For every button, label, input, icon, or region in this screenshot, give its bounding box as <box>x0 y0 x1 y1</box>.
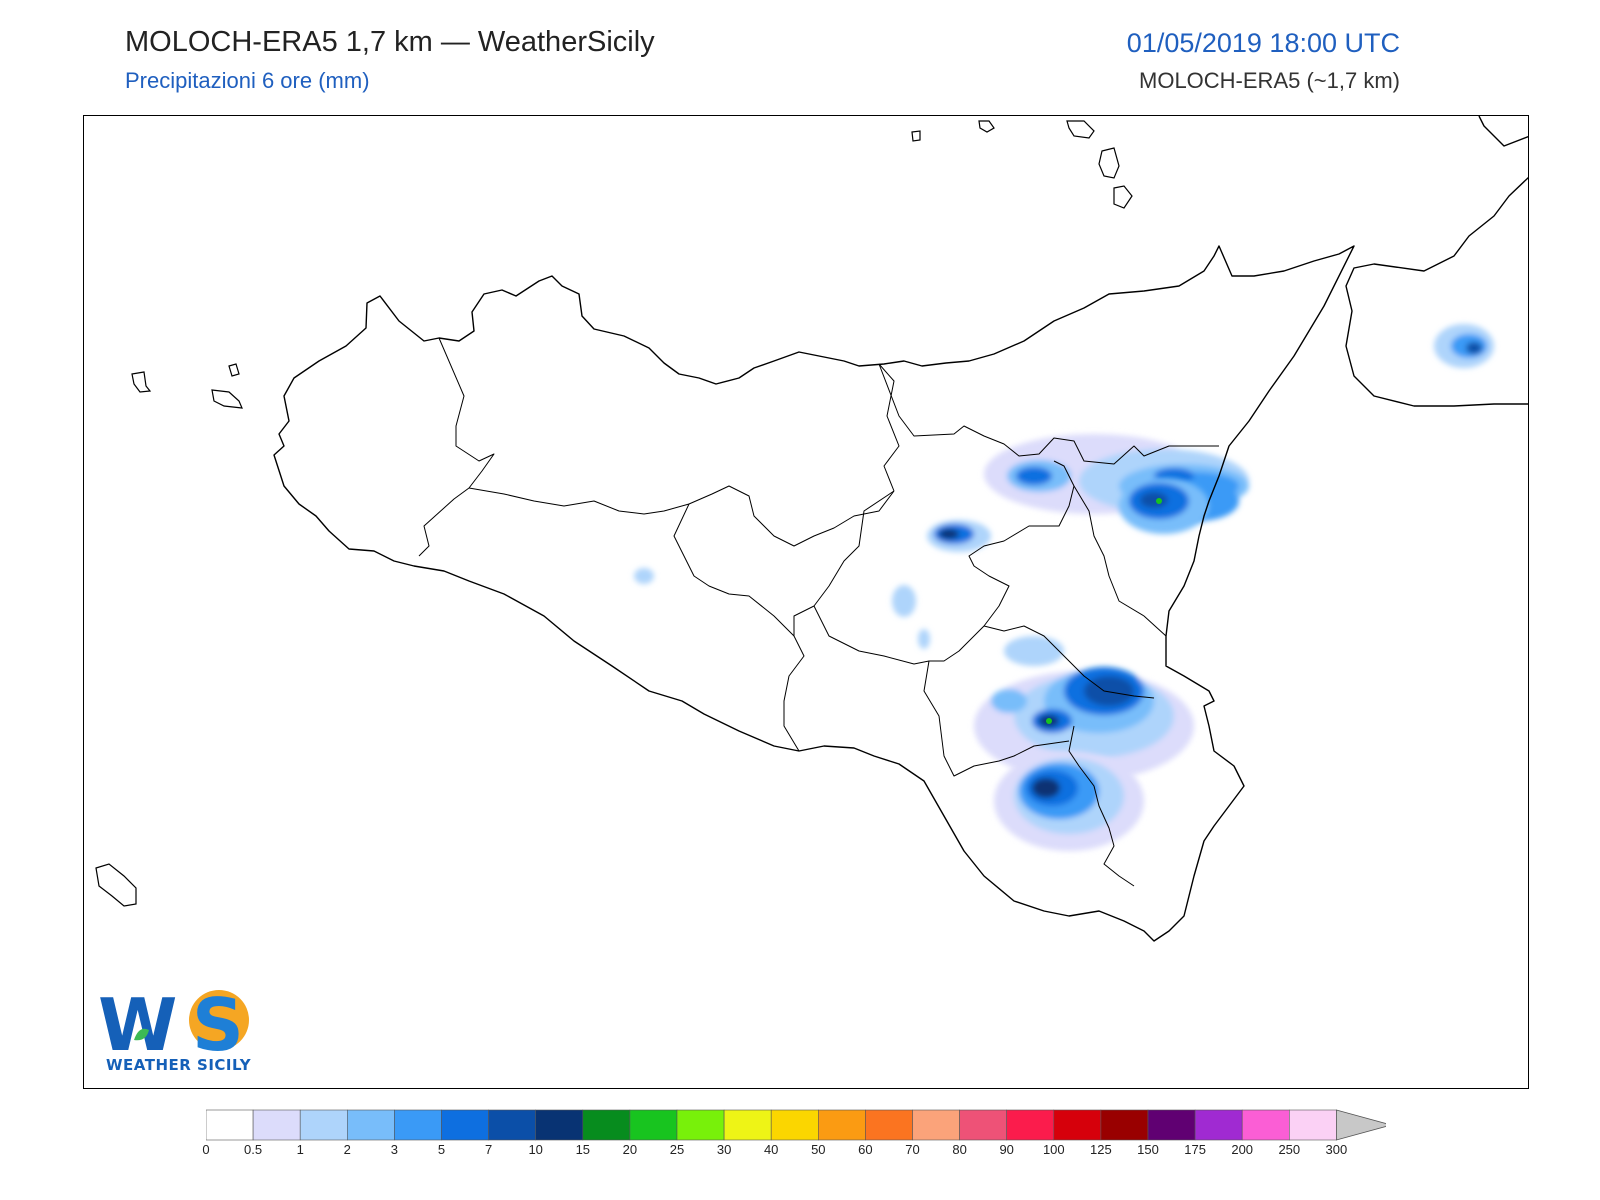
colorbar-segment <box>959 1109 1007 1141</box>
colorbar-tick-label: 40 <box>763 1142 779 1157</box>
colorbar-tick-label: 60 <box>858 1142 873 1157</box>
border-ragusa-siracusa <box>1068 725 1135 887</box>
colorbar-segment <box>1053 1109 1102 1141</box>
sicily-coastline <box>273 245 1355 942</box>
colorbar-tick-label: 250 <box>1278 1142 1301 1157</box>
precip-cell-small <box>634 324 1494 649</box>
colorbar-segment <box>865 1109 913 1141</box>
colorbar-tick-label: 80 <box>952 1142 967 1157</box>
colorbar-overflow-arrow <box>1336 1109 1386 1141</box>
colorbar-tick-label: 100 <box>1042 1142 1065 1157</box>
colorbar-segment <box>299 1109 348 1141</box>
colorbar-tick-label: 200 <box>1231 1142 1254 1157</box>
logo-text: WEATHER SICILY <box>106 1056 252 1074</box>
colorbar-tick-label: 25 <box>669 1142 685 1157</box>
colorbar-tick-label: 3 <box>390 1142 399 1157</box>
colorbar-tick-label: 0 <box>202 1142 210 1157</box>
colorbar-segment <box>582 1109 631 1141</box>
colorbar-tick-label: 175 <box>1184 1142 1206 1157</box>
lipari <box>1098 147 1120 179</box>
border-caltanissetta <box>783 605 815 752</box>
precip-cell-nebrodi <box>984 434 1249 521</box>
province-borders <box>418 337 1219 887</box>
colorbar-segment <box>770 1109 819 1141</box>
islands <box>95 120 1133 907</box>
ws-logo-sun <box>189 990 249 1050</box>
colorbar-segment <box>488 1109 537 1141</box>
colorbar-segment <box>1241 1109 1290 1141</box>
colorbar-tick-label: 1 <box>296 1142 304 1157</box>
colorbar-tick-label: 30 <box>716 1142 732 1157</box>
border-catania-enna <box>1073 485 1167 637</box>
colorbar-labels: 0 0.5 1 2 3 5 7 10 15 20 25 30 40 50 60 70 80 90 100 125 150… <box>202 1142 1406 1162</box>
colorbar-segment <box>441 1109 489 1141</box>
precip-cell-hyblean <box>994 751 1144 851</box>
map-subtitle: Precipitazioni 6 ore (mm) <box>125 68 370 93</box>
precipitation-colorbar <box>206 1109 1386 1141</box>
border-caltanissetta-ragusa <box>923 660 1070 777</box>
colorbar-segment <box>347 1109 395 1141</box>
map-title: MOLOCH-ERA5 1,7 km — WeatherSicily <box>125 26 655 58</box>
border-catania-ragusa <box>983 625 1155 699</box>
colorbar-tick-label: 15 <box>575 1142 591 1157</box>
weathersicily-logo: W S WEATHER SICILY <box>94 980 254 1080</box>
calabria-coastline <box>1345 176 1528 407</box>
colorbar-segment <box>817 1109 866 1141</box>
border-messina <box>878 363 1219 465</box>
colorbar-segment <box>1289 1109 1337 1141</box>
precip-peak-etna <box>1156 498 1162 504</box>
colorbar-tick-label: 150 <box>1137 1142 1159 1157</box>
ws-logo-letter-w: W <box>98 983 177 1058</box>
precipitation-field <box>634 324 1494 851</box>
egadi-levanzo <box>228 363 240 377</box>
ustica <box>911 130 921 142</box>
border-palermo-agrigento <box>468 485 895 547</box>
colorbar-tick-label: 50 <box>811 1142 826 1157</box>
precip-cell-caltagirone <box>974 636 1194 781</box>
calabria-north <box>1478 116 1528 147</box>
egadi-favignana <box>211 389 243 409</box>
precip-cell-enna <box>927 520 991 552</box>
pantelleria <box>95 863 137 907</box>
colorbar-segment <box>676 1109 725 1141</box>
colorbar-segment <box>1100 1109 1149 1141</box>
model-name: MOLOCH-ERA5 (~1,7 km) <box>1139 68 1400 93</box>
colorbar-tick-label: 20 <box>622 1142 638 1157</box>
colorbar-segment <box>629 1109 678 1141</box>
alicudi-filicudi <box>978 120 995 133</box>
colorbar-tick-label: 300 <box>1325 1142 1348 1157</box>
colorbar-segment <box>1194 1109 1243 1141</box>
vulcano <box>1113 185 1133 209</box>
sicily-map <box>95 116 1528 942</box>
colorbar-segment <box>206 1109 254 1141</box>
colorbar-segment <box>723 1109 772 1141</box>
forecast-datetime: 01/05/2019 18:00 UTC <box>1126 28 1400 58</box>
coastlines <box>273 116 1528 942</box>
colorbar-segment <box>1006 1109 1055 1141</box>
colorbar-segment <box>1147 1109 1196 1141</box>
colorbar-segment <box>535 1109 584 1141</box>
colorbar-tick-label: 90 <box>999 1142 1014 1157</box>
colorbar-segment <box>394 1109 442 1141</box>
precip-peak-caltagirone <box>1046 718 1052 724</box>
ws-logo-letter-s: S <box>192 983 244 1058</box>
border-palermo-trapani <box>418 337 495 557</box>
border-palermo-caltanissetta <box>878 363 900 492</box>
colorbar-tick-label: 5 <box>437 1142 446 1157</box>
colorbar-segment <box>912 1109 960 1141</box>
egadi-marettimo <box>131 371 152 393</box>
leaf-icon <box>134 1028 149 1041</box>
ws-logo-mark: W S <box>98 983 249 1067</box>
colorbar-tick-label: 70 <box>905 1142 920 1157</box>
colorbar-segment <box>252 1109 301 1141</box>
colorbar-tick-label: 125 <box>1090 1142 1112 1157</box>
colorbar-tick-label: 2 <box>343 1142 351 1157</box>
precip-cell-etna-east <box>1119 478 1209 534</box>
colorbar-tick-label: 7 <box>484 1142 493 1157</box>
colorbar-tick-label: 10 <box>528 1142 543 1157</box>
colorbar-tick-label: 0.5 <box>244 1142 263 1157</box>
border-agrigento-caltanissetta <box>673 503 795 637</box>
map-panel <box>83 115 1529 1089</box>
salina <box>1066 120 1095 139</box>
